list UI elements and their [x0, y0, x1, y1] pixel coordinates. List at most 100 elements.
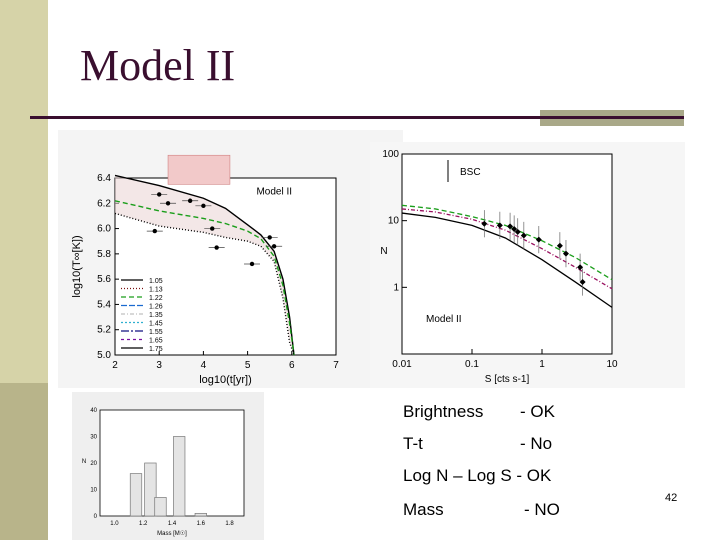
legend-entry: 1.65: [149, 338, 163, 345]
note-t-t: T-t: [403, 434, 423, 454]
left-accent-bar-lower: [0, 383, 48, 540]
cooling-curve-line: [114, 200, 295, 356]
y-tick-label: 5.0: [97, 350, 111, 361]
observation-point: [201, 203, 206, 209]
model-annotation: Model II: [256, 186, 292, 197]
legend-entry: 1.05: [149, 278, 163, 285]
y-tick-label: 5.2: [97, 325, 111, 336]
y-axis-label: N: [82, 459, 86, 465]
histogram-bar: [194, 512, 207, 517]
note-logn-logs: Log N – Log S - OK: [403, 466, 552, 485]
observation-point: [556, 242, 563, 249]
observation-point: [271, 244, 277, 249]
hatched-region: [167, 154, 231, 185]
bsc-label: BSC: [460, 167, 481, 178]
y-tick-label: 6.2: [97, 198, 111, 209]
plot-frame: [99, 409, 245, 517]
y-tick-label: 6.0: [97, 224, 111, 235]
y-tick-label: 6.4: [97, 173, 111, 184]
observation-point: [214, 245, 219, 250]
observation-point: [165, 201, 171, 206]
y-tick-label: 1: [393, 282, 399, 293]
x-tick-label: 1: [539, 359, 545, 370]
x-tick-label: 1.0: [110, 521, 119, 527]
note-brightness: Brightness: [403, 402, 483, 422]
note-brightness-status: - OK: [520, 402, 555, 421]
x-axis-label: log10(t[yr]): [199, 374, 252, 386]
mass-histogram-svg: 1.0 1.2 1.4 1.6 1.8 0 10 20 30 40 Mass [M☉] N: [82, 408, 245, 537]
x-tick-label: 7: [333, 360, 339, 371]
cooling-curve-line: [114, 174, 295, 356]
x-tick-label: 1.6: [197, 521, 206, 527]
legend-entry: 1.75: [149, 346, 163, 353]
cooling-curve-svg: 2 3 4 5 6 7 5.0 5.2 5.4 5.6 5.8 6.0 6.2 6.4 log10(t[yr…: [71, 154, 339, 386]
observation-point: [507, 223, 514, 230]
legend-entry: 1.22: [149, 295, 163, 302]
x-tick-label: 10: [606, 359, 618, 370]
x-axis-label: S [cts s-1]: [485, 374, 530, 385]
observation-point: [577, 264, 584, 271]
histogram-bar: [173, 436, 186, 517]
observation-point: [152, 228, 157, 234]
x-tick-label: 5: [245, 360, 251, 371]
y-tick-label: 40: [90, 408, 97, 414]
y-tick-label: 100: [382, 149, 399, 160]
x-tick-label: 1.2: [139, 521, 148, 527]
logn-logs-line: [401, 204, 613, 281]
observation-point: [520, 232, 527, 239]
logn-logs-line: [401, 212, 613, 308]
x-axis-label: Mass [M☉]: [157, 530, 187, 537]
note-t-t-status: - No: [520, 434, 553, 453]
y-tick-label: 0: [94, 514, 98, 520]
page-number: 42: [665, 492, 678, 504]
observation-point: [267, 235, 272, 240]
x-tick-label: 0.1: [465, 359, 479, 370]
logn-logs-line: [401, 208, 613, 290]
observation-point: [535, 236, 542, 243]
x-tick-label: 0.01: [392, 359, 412, 370]
observation-point: [562, 250, 569, 257]
note-label: Mass: [403, 500, 444, 519]
y-tick-label: 10: [90, 488, 97, 494]
title-rule-right: [540, 116, 684, 119]
legend-entry: 1.45: [149, 321, 163, 328]
logn-logs-plot: 0.01 0.1 1 10 1 10 100 S [cts s-1] N BSC Model II: [370, 142, 685, 388]
slide-title: Model II: [80, 41, 236, 90]
y-tick-label: 30: [90, 435, 97, 441]
observation-point: [249, 261, 255, 267]
x-tick-label: 1.8: [225, 521, 234, 527]
observation-point: [187, 198, 193, 203]
observation-point: [514, 228, 521, 235]
mass-histogram-plot: 1.0 1.2 1.4 1.6 1.8 0 10 20 30 40 Mass [M☉] N: [72, 392, 264, 540]
observation-point: [481, 220, 488, 227]
title-rule: [30, 116, 540, 119]
legend-entry: 1.35: [149, 312, 163, 319]
cooling-curve-plot: 2 3 4 5 6 7 5.0 5.2 5.4 5.6 5.8 6.0 6.2 6.4 log10(t[yr…: [58, 130, 403, 388]
x-tick-label: 6: [289, 360, 295, 371]
x-tick-label: 2: [112, 360, 118, 371]
note-mass-status: - NO: [524, 500, 560, 519]
x-tick-label: 4: [201, 360, 207, 371]
y-tick-label: 5.4: [97, 299, 111, 310]
model-annotation: Model II: [426, 314, 462, 325]
note-label: Brightness: [403, 402, 484, 421]
observation-point: [579, 279, 586, 286]
logn-logs-svg: 0.01 0.1 1 10 1 10 100 S [cts s-1] N BSC Model II: [380, 149, 618, 385]
observation-point: [210, 226, 215, 231]
histogram-bar: [144, 462, 157, 517]
y-axis-label: log10(T∞[K]): [71, 235, 83, 297]
note-label: T-t: [403, 434, 423, 453]
y-tick-label: 20: [90, 461, 97, 467]
histogram-bar: [129, 473, 143, 517]
x-tick-label: 3: [156, 360, 162, 371]
histogram-bar: [154, 497, 167, 517]
legend-entry: 1.55: [149, 329, 163, 336]
y-tick-label: 10: [388, 216, 400, 227]
observation-point: [157, 192, 162, 197]
legend-entry: 1.26: [149, 304, 163, 311]
note-mass: Mass: [403, 500, 444, 520]
legend-entry: 1.13: [149, 287, 163, 294]
cooling-band: [115, 175, 295, 355]
plot-frame: [401, 153, 613, 355]
x-tick-label: 1.4: [168, 521, 177, 527]
